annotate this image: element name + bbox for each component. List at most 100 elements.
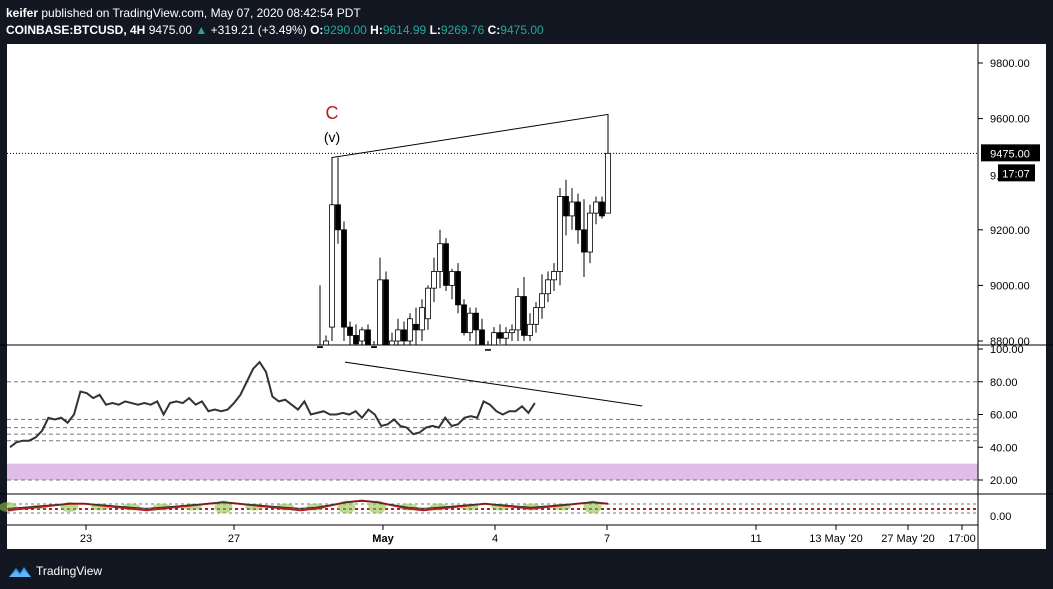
candle[interactable] bbox=[353, 324, 359, 345]
time-tick-label: 4 bbox=[492, 533, 498, 545]
candle[interactable] bbox=[533, 302, 539, 333]
price-tick-label-partial: 9. bbox=[990, 170, 999, 182]
candle-body bbox=[605, 152, 611, 214]
candle[interactable] bbox=[593, 196, 599, 225]
rsi-tick-label: 20.00 bbox=[990, 475, 1018, 487]
candle-body bbox=[353, 335, 359, 345]
candle[interactable] bbox=[413, 307, 419, 345]
candle-body bbox=[443, 243, 449, 286]
rsi-tick-label: 100.00 bbox=[990, 344, 1024, 356]
candle-body bbox=[527, 323, 533, 336]
candle[interactable] bbox=[347, 321, 353, 345]
rsi-pane[interactable]: 100.00 80.00 60.00 40.00 20.00 bbox=[7, 344, 1024, 487]
candle[interactable] bbox=[581, 199, 587, 278]
osc-signal-line[interactable] bbox=[7, 500, 609, 509]
candle-body bbox=[497, 332, 503, 339]
candle[interactable] bbox=[467, 307, 473, 341]
candle[interactable] bbox=[557, 188, 563, 286]
time-axis[interactable]: 23 27 May 4 7 11 13 May '20 27 May '20 17:00 bbox=[80, 525, 976, 545]
candle[interactable] bbox=[425, 285, 431, 330]
candle[interactable] bbox=[527, 313, 533, 341]
candle[interactable] bbox=[509, 324, 515, 341]
candle[interactable] bbox=[431, 257, 437, 303]
candle[interactable] bbox=[395, 318, 401, 345]
osc-line[interactable] bbox=[7, 499, 609, 512]
symbol-label[interactable]: COINBASE:BTCUSD, 4H bbox=[6, 23, 146, 37]
last-price-badge bbox=[981, 144, 1040, 162]
candle-body bbox=[317, 346, 323, 348]
candle[interactable] bbox=[575, 193, 581, 244]
candle-body bbox=[575, 201, 581, 231]
last-price: 9475.00 bbox=[148, 23, 193, 37]
footer: TradingView bbox=[8, 561, 102, 581]
author-name[interactable]: keifer bbox=[6, 6, 39, 20]
candle-body bbox=[557, 196, 563, 272]
candle[interactable] bbox=[335, 157, 341, 244]
candle[interactable] bbox=[443, 238, 449, 291]
candle[interactable] bbox=[359, 327, 365, 345]
time-tick-label: 27 bbox=[228, 533, 240, 545]
candle[interactable] bbox=[341, 221, 347, 341]
candle-body bbox=[563, 196, 569, 217]
osc-tick-label: 0.00 bbox=[990, 511, 1011, 523]
published-text: published on TradingView.com, May 07, 20… bbox=[41, 6, 361, 20]
candle[interactable] bbox=[407, 313, 413, 345]
chart-canvas[interactable]: C(v)9800.009600.009200.009000.008800.009… bbox=[0, 0, 1053, 560]
candle[interactable] bbox=[485, 341, 491, 351]
candle[interactable] bbox=[455, 263, 461, 314]
candle[interactable] bbox=[545, 271, 551, 303]
candle-body bbox=[323, 340, 329, 346]
candle-body bbox=[371, 346, 377, 348]
price-trendline[interactable] bbox=[331, 113, 609, 205]
change-value: +319.21 (+3.49%) bbox=[210, 23, 307, 37]
candle-body bbox=[533, 307, 539, 325]
oscillator-pane[interactable]: 0.00 bbox=[0, 499, 1011, 524]
low-value: 9269.76 bbox=[440, 23, 485, 37]
candle[interactable] bbox=[473, 307, 479, 345]
candle[interactable] bbox=[371, 341, 377, 348]
wave-label-c: C bbox=[326, 103, 339, 123]
candle[interactable] bbox=[437, 229, 443, 289]
footer-brand[interactable]: TradingView bbox=[36, 564, 103, 578]
osc-cloud bbox=[583, 500, 602, 514]
candle-body bbox=[341, 229, 347, 328]
candle[interactable] bbox=[383, 271, 389, 346]
close-label: C: bbox=[487, 23, 501, 37]
candle[interactable] bbox=[587, 204, 593, 264]
candle[interactable] bbox=[503, 327, 509, 345]
price-tick-label: 9800.00 bbox=[990, 58, 1030, 70]
candle-body bbox=[437, 243, 443, 272]
rsi-band bbox=[7, 463, 978, 480]
rsi-trendline[interactable] bbox=[344, 361, 643, 407]
countdown-badge bbox=[998, 164, 1035, 182]
candle[interactable] bbox=[551, 263, 557, 291]
open-label: O: bbox=[310, 23, 324, 37]
candle[interactable] bbox=[317, 285, 323, 348]
candle-body bbox=[485, 348, 491, 351]
tradingview-logo-icon[interactable] bbox=[8, 564, 32, 578]
rsi-line[interactable] bbox=[9, 360, 536, 449]
candle[interactable] bbox=[521, 277, 527, 341]
price-tick-label: 9000.00 bbox=[990, 280, 1030, 292]
candle[interactable] bbox=[329, 202, 335, 341]
rsi-tick-label: 40.00 bbox=[990, 442, 1018, 454]
countdown-label: 17:07 bbox=[1002, 168, 1030, 180]
candle[interactable] bbox=[419, 299, 425, 341]
wave-label-v: (v) bbox=[324, 129, 340, 145]
price-pane[interactable]: C(v)9800.009600.009200.009000.008800.009… bbox=[7, 58, 1040, 351]
candle[interactable] bbox=[563, 179, 569, 236]
candle[interactable] bbox=[539, 274, 545, 319]
candle[interactable] bbox=[449, 268, 455, 300]
candle[interactable] bbox=[401, 321, 407, 345]
candle-body bbox=[389, 340, 395, 346]
candle[interactable] bbox=[461, 299, 467, 336]
candle[interactable] bbox=[569, 188, 575, 230]
candle-body bbox=[593, 201, 599, 214]
candle-body bbox=[551, 271, 557, 281]
candle-body bbox=[569, 201, 575, 217]
candle-body bbox=[335, 204, 341, 231]
candle[interactable] bbox=[515, 288, 521, 341]
candle-body bbox=[413, 323, 419, 331]
candle[interactable] bbox=[599, 196, 605, 219]
candle[interactable] bbox=[497, 324, 503, 344]
